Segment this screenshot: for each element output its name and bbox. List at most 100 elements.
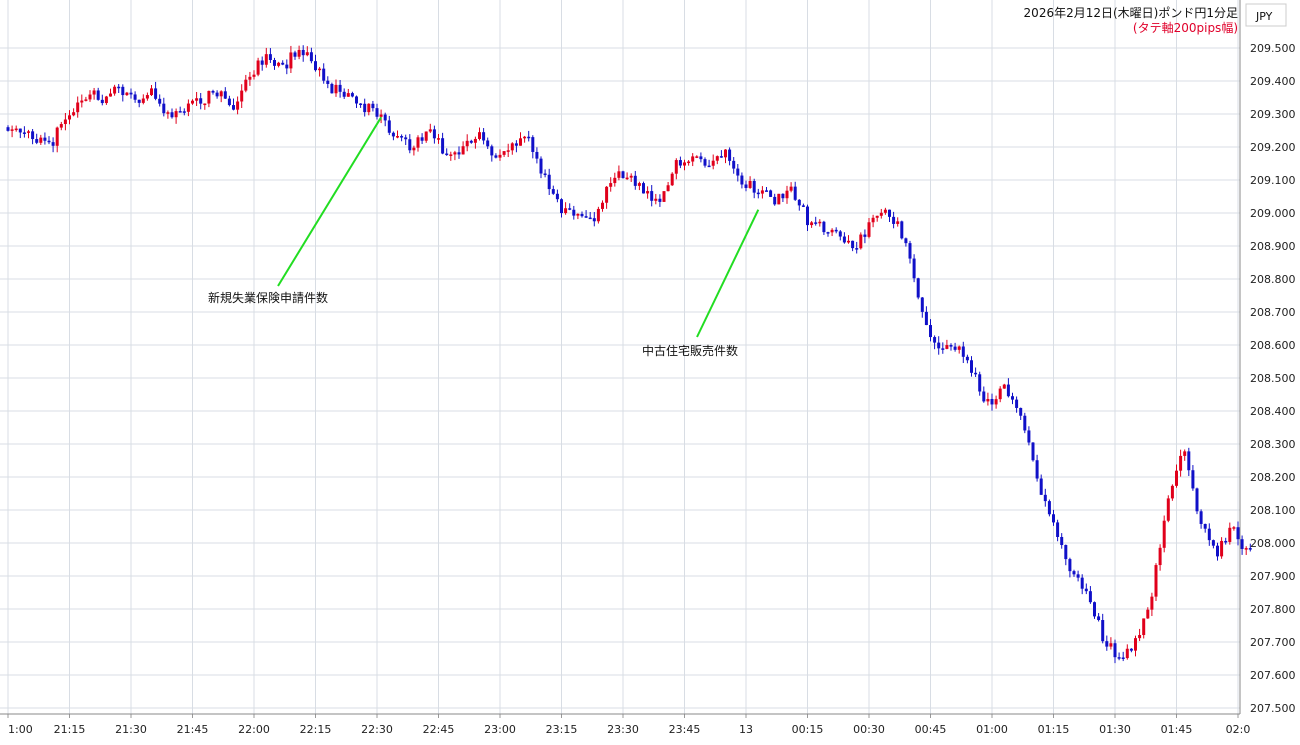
candle-down xyxy=(486,137,490,150)
candle-body xyxy=(457,152,461,155)
candle-body xyxy=(219,91,223,97)
candle-body xyxy=(576,213,580,216)
candle-down xyxy=(863,229,867,244)
candle-body xyxy=(797,199,801,206)
candle-down xyxy=(1207,523,1211,546)
candle-down xyxy=(1039,474,1043,495)
candle-down xyxy=(929,319,932,342)
candle-body xyxy=(240,90,244,102)
x-tick-label: 23:30 xyxy=(607,723,639,736)
candle-body xyxy=(908,243,912,259)
candle-down xyxy=(1093,601,1096,619)
candle-down xyxy=(769,189,773,198)
candle-down xyxy=(1060,533,1064,549)
candle-body xyxy=(744,184,748,188)
candle-down xyxy=(531,135,535,159)
candle-body xyxy=(646,191,650,194)
candles xyxy=(6,45,1252,664)
candle-down xyxy=(892,211,896,229)
candle-up xyxy=(166,110,170,119)
candle-down xyxy=(1216,542,1219,561)
y-tick-label: 208.600 xyxy=(1250,339,1296,352)
candle-down xyxy=(1019,407,1023,420)
candle-body xyxy=(92,90,96,95)
candle-body xyxy=(1216,545,1219,557)
candle-body xyxy=(416,137,420,148)
candle-body xyxy=(297,49,301,57)
candle-down xyxy=(1187,447,1191,477)
candle-down xyxy=(350,91,354,98)
candle-body xyxy=(424,131,428,141)
candle-up xyxy=(637,181,641,191)
y-tick-label: 209.400 xyxy=(1250,75,1296,88)
candle-body xyxy=(855,248,859,250)
candle-body xyxy=(1006,384,1010,397)
candle-down xyxy=(1203,523,1207,533)
candle-down xyxy=(826,231,830,237)
candle-body xyxy=(453,152,457,155)
candle-up xyxy=(502,151,506,157)
candle-body xyxy=(154,88,158,99)
candle-up xyxy=(576,213,580,220)
annotation-label: 中古住宅販売件数 xyxy=(642,343,738,358)
candle-up xyxy=(605,186,609,209)
x-tick-label: 01:30 xyxy=(1099,723,1131,736)
candle-body xyxy=(27,131,30,133)
candle-down xyxy=(47,136,51,145)
candle-body xyxy=(109,93,112,97)
candle-body xyxy=(465,140,469,147)
candle-body xyxy=(145,95,149,99)
candle-body xyxy=(260,60,264,65)
candle-down xyxy=(1052,509,1055,526)
candle-body xyxy=(879,212,883,216)
candle-up xyxy=(1142,618,1146,639)
candle-body xyxy=(494,155,498,158)
candle-down xyxy=(1035,454,1039,482)
candle-up xyxy=(617,165,621,181)
candle-body xyxy=(43,137,47,141)
candle-up xyxy=(72,108,76,117)
candle-down xyxy=(851,240,855,252)
candle-down xyxy=(420,133,424,144)
candle-up xyxy=(1138,628,1142,642)
candle-body xyxy=(47,140,51,143)
candle-body xyxy=(1035,460,1039,479)
candle-down xyxy=(978,371,982,396)
candle-down xyxy=(916,277,920,300)
annotation-line xyxy=(277,116,382,287)
y-tick-label: 207.800 xyxy=(1250,603,1296,616)
candle-body xyxy=(683,162,686,166)
candle-body xyxy=(539,158,543,174)
candle-body xyxy=(268,54,272,61)
candle-body xyxy=(1179,455,1183,471)
candle-up xyxy=(203,103,207,110)
candle-body xyxy=(277,62,281,66)
candle-body xyxy=(986,398,990,402)
candle-body xyxy=(769,190,773,197)
candle-body xyxy=(699,156,703,160)
candle-body xyxy=(478,132,481,139)
candle-body xyxy=(371,103,375,109)
candle-body xyxy=(6,127,10,131)
candle-down xyxy=(301,45,305,62)
x-tick-label: 23:15 xyxy=(546,723,578,736)
candle-down xyxy=(432,125,436,144)
candle-down xyxy=(158,94,162,107)
candle-down xyxy=(129,88,133,99)
candle-up xyxy=(191,99,194,105)
candle-down xyxy=(920,297,924,318)
candle-body xyxy=(1023,415,1027,431)
candle-up xyxy=(367,103,371,116)
candle-up xyxy=(564,202,568,215)
candle-body xyxy=(707,165,711,168)
candle-body xyxy=(55,127,59,146)
candle-up xyxy=(867,218,871,239)
candle-body xyxy=(264,54,268,65)
candle-up xyxy=(506,143,510,158)
candle-body xyxy=(920,297,924,312)
candle-body xyxy=(834,229,838,232)
candle-body xyxy=(785,190,789,199)
x-tick-label: 22:15 xyxy=(300,723,332,736)
candle-up xyxy=(416,135,420,152)
